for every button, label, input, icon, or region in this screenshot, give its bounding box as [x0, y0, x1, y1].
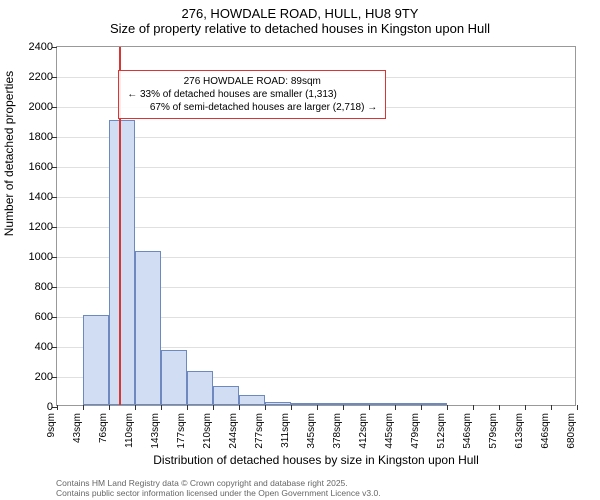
xtick-label: 76sqm [98, 413, 109, 443]
xtick-mark [187, 405, 188, 410]
xtick-label: 546sqm [462, 413, 473, 449]
histogram-bar [109, 120, 135, 405]
ytick-label: 200 [17, 371, 53, 383]
ytick-label: 1000 [17, 251, 53, 263]
xtick-label: 311sqm [280, 413, 291, 448]
ytick-label: 0 [17, 401, 53, 413]
xtick-mark [161, 405, 162, 410]
ytick-label: 2200 [17, 71, 53, 83]
xtick-mark [421, 405, 422, 410]
xtick-label: 43sqm [72, 413, 83, 443]
ytick-label: 2000 [17, 101, 53, 113]
page-title: 276, HOWDALE ROAD, HULL, HU8 9TY [0, 0, 600, 21]
xtick-mark [395, 405, 396, 410]
xtick-label: 345sqm [306, 413, 317, 449]
xtick-label: 680sqm [566, 413, 577, 449]
xtick-label: 512sqm [436, 413, 447, 449]
xtick-mark [499, 405, 500, 410]
xtick-mark [525, 405, 526, 410]
xtick-label: 210sqm [202, 413, 213, 449]
xtick-mark [551, 405, 552, 410]
histogram-bar [291, 403, 317, 405]
annotation-box: 276 HOWDALE ROAD: 89sqm← 33% of detached… [118, 70, 386, 119]
page-subtitle: Size of property relative to detached ho… [0, 21, 600, 40]
ytick-label: 400 [17, 341, 53, 353]
histogram-bar [421, 403, 447, 405]
xtick-mark [473, 405, 474, 410]
histogram-bar [239, 395, 265, 406]
histogram-bar [135, 251, 161, 406]
x-axis-label: Distribution of detached houses by size … [153, 453, 479, 467]
attribution-footer: Contains HM Land Registry data © Crown c… [56, 478, 381, 498]
xtick-mark [317, 405, 318, 410]
xtick-label: 244sqm [228, 413, 239, 449]
histogram-bar [343, 403, 369, 405]
histogram-bar [369, 403, 395, 405]
ytick-label: 1200 [17, 221, 53, 233]
histogram-bar [83, 315, 109, 405]
xtick-label: 143sqm [150, 413, 161, 449]
histogram-bar [317, 403, 343, 405]
ytick-label: 2400 [17, 41, 53, 53]
annotation-line: ← 33% of detached houses are smaller (1,… [127, 88, 377, 101]
xtick-mark [109, 405, 110, 410]
xtick-label: 277sqm [254, 413, 265, 449]
xtick-label: 378sqm [332, 413, 343, 449]
xtick-mark [369, 405, 370, 410]
xtick-mark [239, 405, 240, 410]
xtick-mark [291, 405, 292, 410]
annotation-line: 67% of semi-detached houses are larger (… [127, 101, 377, 114]
ytick-label: 1600 [17, 161, 53, 173]
y-axis-label: Number of detached properties [2, 71, 16, 236]
xtick-label: 479sqm [410, 413, 421, 449]
xtick-label: 646sqm [540, 413, 551, 449]
ytick-label: 1800 [17, 131, 53, 143]
footer-line: Contains public sector information licen… [56, 488, 381, 498]
xtick-mark [213, 405, 214, 410]
histogram-chart: Number of detached properties Distributi… [56, 46, 576, 406]
xtick-mark [135, 405, 136, 410]
histogram-bar [161, 350, 187, 406]
xtick-mark [57, 405, 58, 410]
xtick-label: 9sqm [46, 413, 57, 437]
xtick-label: 579sqm [488, 413, 499, 449]
xtick-mark [343, 405, 344, 410]
ytick-label: 600 [17, 311, 53, 323]
histogram-bar [395, 403, 421, 405]
xtick-label: 613sqm [514, 413, 525, 449]
xtick-mark [577, 405, 578, 410]
histogram-bar [265, 402, 291, 405]
xtick-label: 445sqm [384, 413, 395, 449]
histogram-bar [213, 386, 239, 406]
annotation-line: 276 HOWDALE ROAD: 89sqm [127, 75, 377, 88]
histogram-bar [187, 371, 213, 405]
footer-line: Contains HM Land Registry data © Crown c… [56, 478, 381, 488]
xtick-label: 177sqm [176, 413, 187, 449]
xtick-mark [265, 405, 266, 410]
xtick-mark [83, 405, 84, 410]
xtick-label: 412sqm [358, 413, 369, 449]
ytick-label: 1400 [17, 191, 53, 203]
ytick-label: 800 [17, 281, 53, 293]
xtick-label: 110sqm [124, 413, 135, 448]
xtick-mark [447, 405, 448, 410]
